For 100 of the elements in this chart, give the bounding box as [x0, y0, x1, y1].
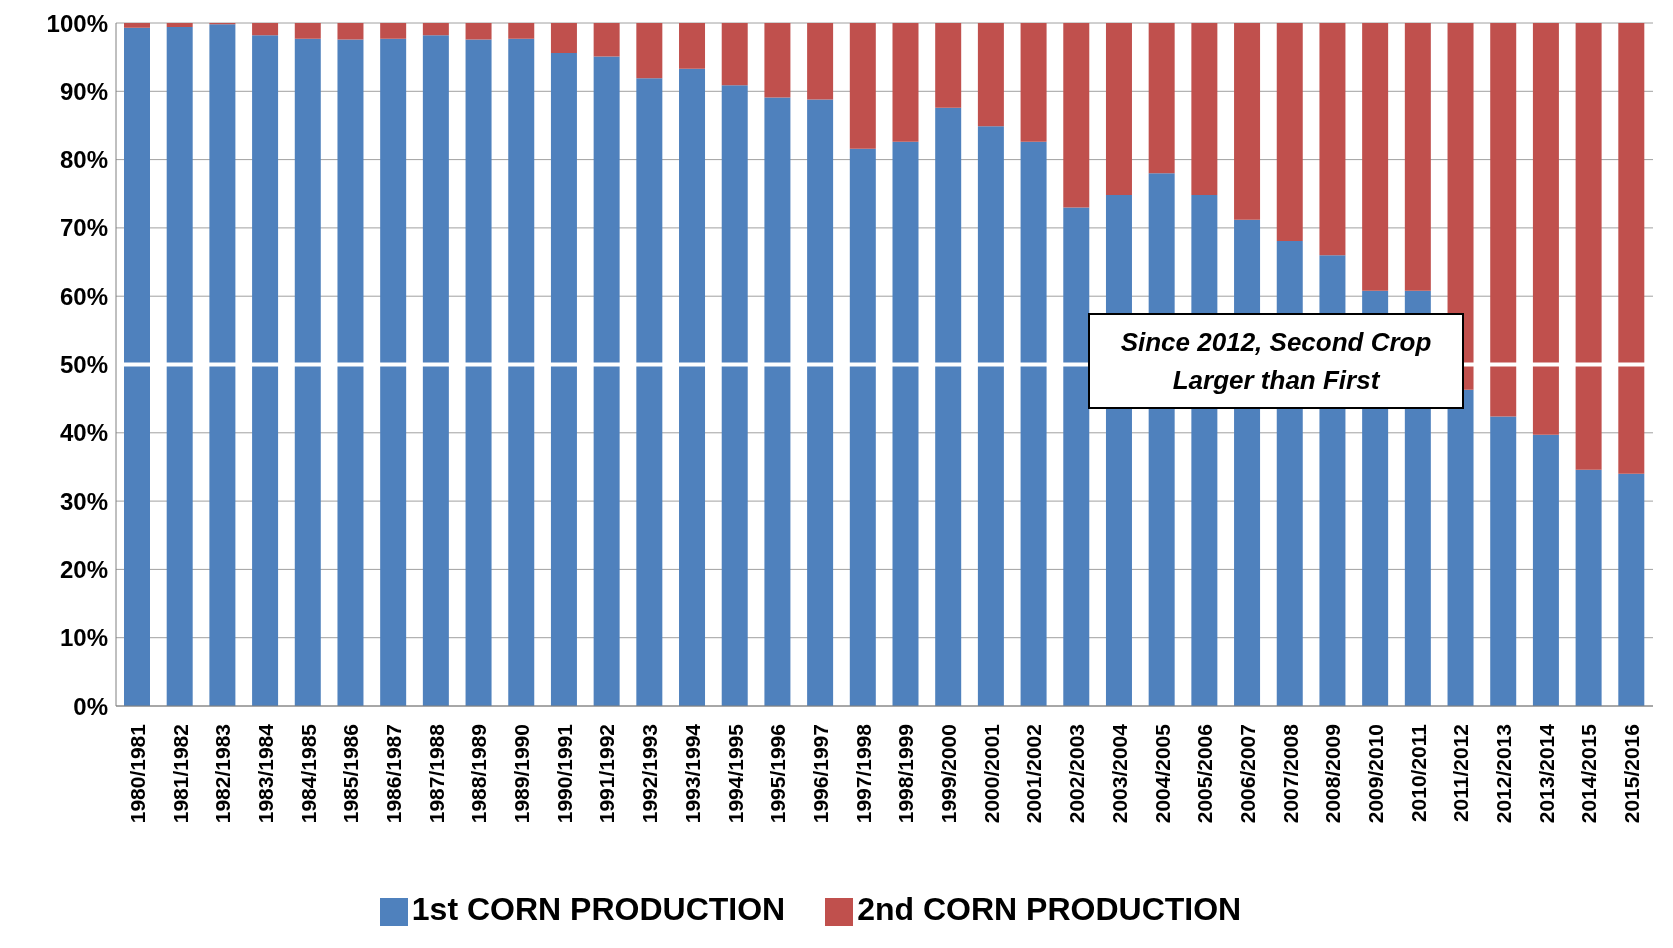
- bar: [166, 27, 193, 706]
- bar: [764, 97, 791, 706]
- bar: [252, 23, 279, 36]
- bar: [849, 23, 876, 149]
- x-tick-label: 2007/2008: [1278, 723, 1302, 824]
- legend-label: 2nd CORN PRODUCTION: [857, 891, 1242, 927]
- y-tick-label: 100%: [46, 9, 108, 37]
- bar: [380, 23, 407, 39]
- x-tick-label: 1992/1993: [638, 724, 662, 824]
- bar: [1618, 23, 1645, 474]
- bar: [337, 23, 364, 40]
- bar: [679, 68, 706, 706]
- bar: [294, 38, 321, 706]
- x-tick-label: 2001/2002: [1022, 724, 1046, 824]
- bar: [1234, 23, 1261, 220]
- bar: [807, 99, 834, 706]
- bar: [1618, 473, 1645, 706]
- bar: [1105, 23, 1132, 196]
- x-tick-label: 1981/1982: [168, 724, 192, 824]
- x-tick-label: 1982/1983: [211, 724, 235, 824]
- bar: [1575, 469, 1602, 706]
- x-tick-label: 1983/1984: [253, 723, 277, 824]
- y-tick-label: 30%: [59, 487, 108, 515]
- bar: [1532, 23, 1559, 435]
- x-tick-label: 1985/1986: [339, 724, 363, 824]
- x-tick-label: 2006/2007: [1235, 724, 1259, 824]
- x-tick-label: 1999/2000: [937, 724, 961, 824]
- x-tick-label: 2002/2003: [1065, 724, 1089, 824]
- x-tick-label: 1987/1988: [424, 723, 448, 824]
- bar: [935, 107, 962, 706]
- bar: [550, 23, 577, 54]
- x-tick-label: 1990/1991: [552, 723, 576, 824]
- bar: [1276, 23, 1303, 241]
- bar: [1532, 434, 1559, 706]
- bar: [209, 24, 236, 706]
- bar: [294, 23, 321, 39]
- x-tick-label: 1993/1994: [680, 723, 704, 824]
- bar: [1575, 23, 1602, 470]
- bar: [807, 23, 834, 100]
- bar: [977, 126, 1004, 706]
- bar: [1020, 23, 1047, 142]
- bar: [422, 23, 449, 36]
- x-tick-label: 1996/1997: [808, 724, 832, 824]
- y-tick-label: 50%: [59, 351, 108, 379]
- bar: [892, 141, 919, 706]
- y-tick-label: 80%: [59, 146, 108, 174]
- x-tick-label: 1997/1998: [851, 723, 875, 824]
- x-tick-label: 1988/1989: [467, 724, 491, 824]
- bar: [380, 38, 407, 706]
- bar: [1191, 23, 1218, 196]
- bar: [166, 23, 193, 28]
- bar: [1319, 23, 1346, 256]
- bar: [1362, 23, 1389, 291]
- x-tick-label: 1995/1996: [766, 724, 790, 824]
- bar: [465, 39, 492, 706]
- bar: [1490, 23, 1517, 417]
- x-tick-label: 2008/2009: [1321, 724, 1345, 824]
- bar: [764, 23, 791, 98]
- y-tick-label: 20%: [59, 555, 108, 583]
- x-tick-label: 1986/1987: [382, 724, 406, 824]
- bar: [593, 23, 620, 57]
- bar: [508, 23, 535, 39]
- y-tick-label: 40%: [59, 419, 108, 447]
- y-tick-label: 70%: [59, 214, 108, 242]
- y-tick-label: 90%: [59, 77, 108, 105]
- x-tick-label: 2011/2012: [1449, 724, 1473, 823]
- x-tick-label: 2004/2005: [1150, 723, 1174, 824]
- bar: [508, 38, 535, 706]
- bar: [124, 27, 150, 706]
- bar: [1148, 23, 1175, 174]
- bar: [593, 56, 620, 706]
- bar: [252, 35, 279, 706]
- bar: [636, 78, 663, 706]
- x-tick-label: 2010/2011: [1406, 723, 1430, 823]
- x-tick-label: 2005/2006: [1193, 724, 1217, 824]
- bar: [1063, 207, 1090, 706]
- x-tick-label: 2013/2014: [1534, 723, 1558, 824]
- bar: [636, 23, 663, 79]
- bar: [849, 148, 876, 706]
- y-tick-label: 60%: [59, 282, 108, 310]
- x-tick-label: 2014/2015: [1577, 723, 1601, 824]
- bar: [721, 85, 748, 706]
- bar: [892, 23, 919, 142]
- x-tick-label: 1998/1999: [894, 724, 918, 824]
- annotation: Since 2012, Second Crop Larger than First: [1088, 313, 1464, 409]
- bar: [1490, 416, 1517, 706]
- bar: [550, 53, 577, 706]
- x-tick-label: 1984/1985: [296, 723, 320, 824]
- y-tick-label: 0%: [73, 692, 108, 720]
- x-tick-label: 2009/2010: [1363, 724, 1387, 824]
- bar: [721, 23, 748, 86]
- bar: [679, 23, 706, 69]
- bar: [1404, 23, 1431, 291]
- bar: [465, 23, 492, 40]
- x-tick-label: 2015/2016: [1620, 724, 1644, 824]
- x-tick-label: 2012/2013: [1492, 724, 1516, 824]
- x-tick-label: 1980/1981: [125, 723, 149, 824]
- x-tick-label: 1994/1995: [723, 723, 747, 824]
- legend-label: 1st CORN PRODUCTION: [411, 891, 786, 927]
- bar: [1063, 23, 1090, 208]
